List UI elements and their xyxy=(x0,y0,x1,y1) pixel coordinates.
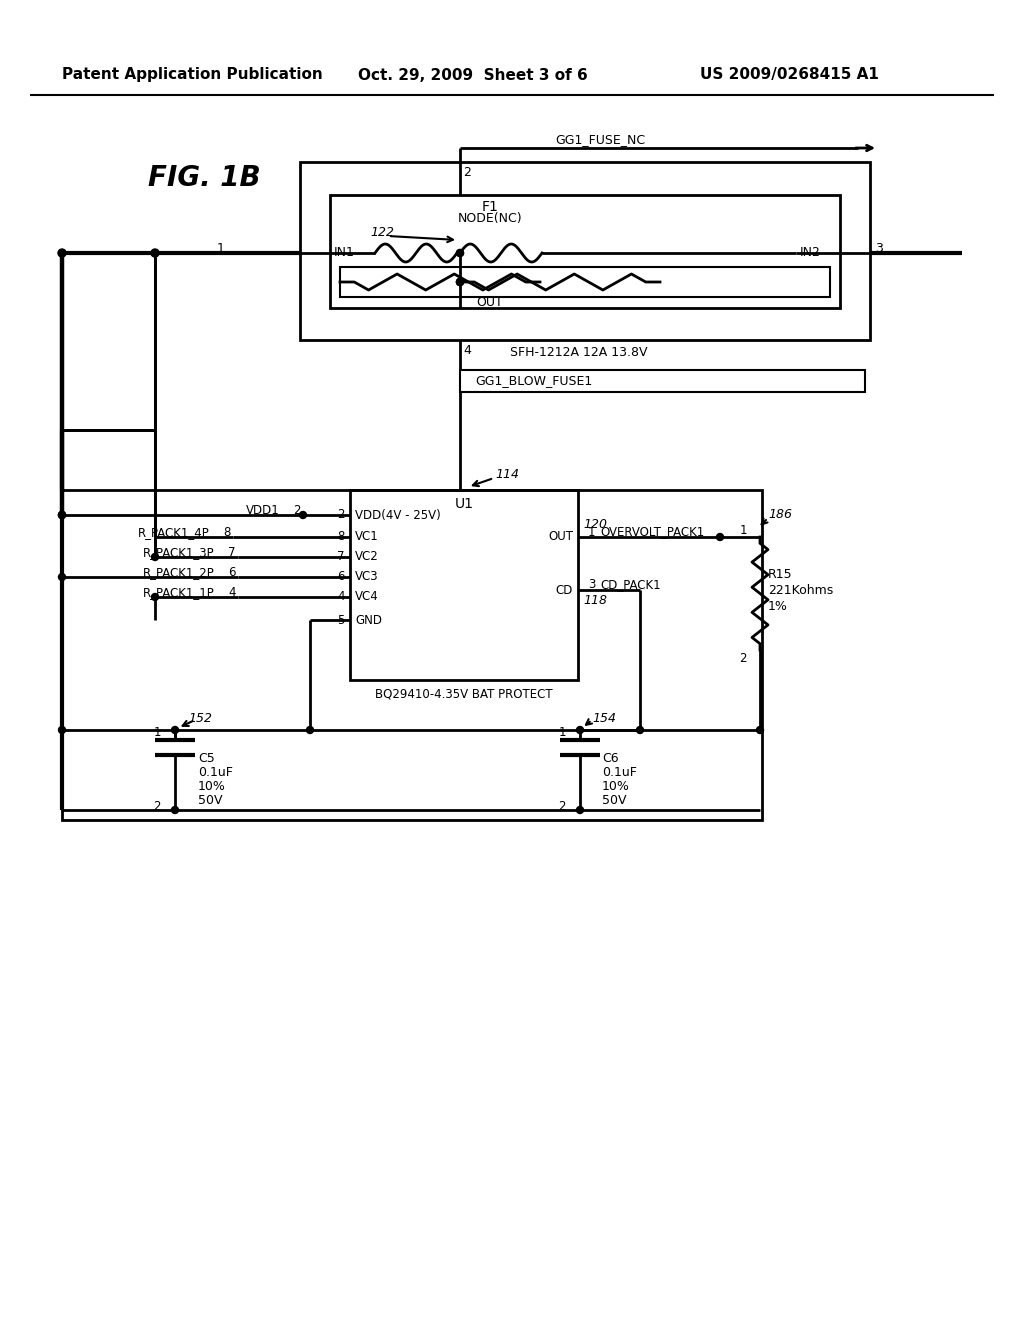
Text: 221Kohms: 221Kohms xyxy=(768,585,834,598)
Bar xyxy=(350,490,578,680)
Text: CD_PACK1: CD_PACK1 xyxy=(600,578,660,591)
Bar xyxy=(460,370,865,392)
Text: C6: C6 xyxy=(602,751,618,764)
Text: 1: 1 xyxy=(739,524,746,536)
Text: 114: 114 xyxy=(495,469,519,482)
Text: IN2: IN2 xyxy=(800,247,821,260)
Circle shape xyxy=(152,553,159,561)
Text: 8: 8 xyxy=(223,527,230,540)
Text: 10%: 10% xyxy=(198,780,226,792)
Text: 0.1uF: 0.1uF xyxy=(198,766,232,779)
Circle shape xyxy=(58,511,66,519)
Text: 122: 122 xyxy=(370,226,394,239)
Bar xyxy=(300,162,870,341)
Circle shape xyxy=(577,807,584,813)
Text: VC2: VC2 xyxy=(355,550,379,564)
Text: 8: 8 xyxy=(338,531,345,544)
Text: OVERVOLT_PACK1: OVERVOLT_PACK1 xyxy=(600,525,705,539)
Text: 2: 2 xyxy=(154,800,161,813)
Text: BQ29410-4.35V BAT PROTECT: BQ29410-4.35V BAT PROTECT xyxy=(375,688,553,701)
Bar xyxy=(330,195,840,308)
Text: U1: U1 xyxy=(455,498,473,511)
Text: 1: 1 xyxy=(154,726,161,738)
Circle shape xyxy=(171,726,178,734)
Circle shape xyxy=(58,573,66,581)
Circle shape xyxy=(306,726,313,734)
Text: C5: C5 xyxy=(198,751,215,764)
Circle shape xyxy=(299,511,306,519)
Text: 2: 2 xyxy=(739,652,746,664)
Circle shape xyxy=(58,249,66,257)
Text: CD: CD xyxy=(556,583,573,597)
Bar xyxy=(340,267,830,297)
Text: R_PACK1_3P: R_PACK1_3P xyxy=(143,546,215,560)
Text: NODE(NC): NODE(NC) xyxy=(458,213,522,224)
Circle shape xyxy=(577,726,584,734)
Text: 2: 2 xyxy=(463,166,471,180)
Text: GND: GND xyxy=(355,614,382,627)
Circle shape xyxy=(457,249,464,256)
Text: GG1_BLOW_FUSE1: GG1_BLOW_FUSE1 xyxy=(475,375,592,388)
Text: 1: 1 xyxy=(588,525,596,539)
Circle shape xyxy=(58,726,66,734)
Circle shape xyxy=(457,279,464,285)
Text: SFH-1212A 12A 13.8V: SFH-1212A 12A 13.8V xyxy=(510,346,647,359)
Text: 4: 4 xyxy=(228,586,236,599)
Circle shape xyxy=(717,533,724,540)
Text: IN1: IN1 xyxy=(334,247,355,260)
Text: VDD(4V - 25V): VDD(4V - 25V) xyxy=(355,508,440,521)
Text: 10%: 10% xyxy=(602,780,630,792)
Text: 2: 2 xyxy=(293,504,300,517)
Text: 5: 5 xyxy=(338,614,345,627)
Circle shape xyxy=(457,249,464,256)
Circle shape xyxy=(58,511,66,519)
Text: VC1: VC1 xyxy=(355,531,379,544)
Text: OUT: OUT xyxy=(476,296,504,309)
Circle shape xyxy=(637,726,643,734)
Text: 1: 1 xyxy=(217,243,225,256)
Text: VDD1: VDD1 xyxy=(246,504,280,517)
Text: 1: 1 xyxy=(558,726,566,738)
Text: 3: 3 xyxy=(874,243,883,256)
Text: 4: 4 xyxy=(463,345,471,356)
Text: OUT: OUT xyxy=(548,531,573,544)
Text: R_PACK1_1P: R_PACK1_1P xyxy=(143,586,215,599)
Text: 2: 2 xyxy=(338,508,345,521)
Text: Patent Application Publication: Patent Application Publication xyxy=(62,67,323,82)
Circle shape xyxy=(457,279,464,285)
Text: VC3: VC3 xyxy=(355,570,379,583)
Text: 6: 6 xyxy=(228,566,236,579)
Bar xyxy=(62,490,762,820)
Circle shape xyxy=(457,279,464,285)
Text: 4: 4 xyxy=(338,590,345,603)
Circle shape xyxy=(152,594,159,601)
Circle shape xyxy=(58,511,66,519)
Text: 2: 2 xyxy=(558,800,566,813)
Text: R15: R15 xyxy=(768,569,793,582)
Text: GG1_FUSE_NC: GG1_FUSE_NC xyxy=(555,133,645,147)
Text: FIG. 1B: FIG. 1B xyxy=(148,164,261,191)
Text: US 2009/0268415 A1: US 2009/0268415 A1 xyxy=(700,67,879,82)
Text: Oct. 29, 2009  Sheet 3 of 6: Oct. 29, 2009 Sheet 3 of 6 xyxy=(358,67,588,82)
Text: 7: 7 xyxy=(338,550,345,564)
Text: 118: 118 xyxy=(583,594,607,606)
Text: R_PACK1_2P: R_PACK1_2P xyxy=(143,566,215,579)
Text: 186: 186 xyxy=(768,508,792,521)
Text: 50V: 50V xyxy=(198,793,222,807)
Text: 7: 7 xyxy=(228,546,236,560)
Circle shape xyxy=(151,249,159,257)
Circle shape xyxy=(757,726,764,734)
Text: 50V: 50V xyxy=(602,793,627,807)
Text: 3: 3 xyxy=(588,578,595,591)
Text: 154: 154 xyxy=(592,711,616,725)
Text: 1%: 1% xyxy=(768,601,787,614)
Text: 6: 6 xyxy=(338,570,345,583)
Text: F1: F1 xyxy=(481,201,499,214)
Text: VC4: VC4 xyxy=(355,590,379,603)
Text: 120: 120 xyxy=(583,519,607,532)
Text: 152: 152 xyxy=(188,711,212,725)
Text: R_PACK1_4P: R_PACK1_4P xyxy=(138,527,210,540)
Circle shape xyxy=(171,807,178,813)
Text: 0.1uF: 0.1uF xyxy=(602,766,637,779)
